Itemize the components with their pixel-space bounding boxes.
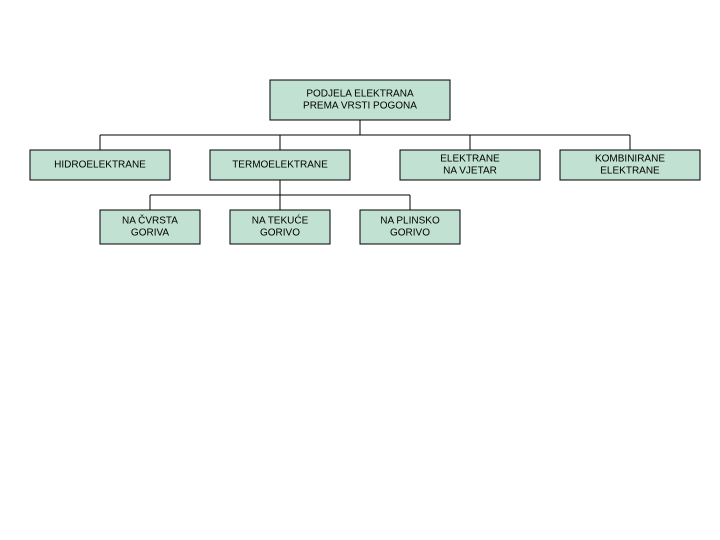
node-termo-label-line-0: TERMOELEKTRANE bbox=[232, 160, 328, 171]
node-tekuce-label-line-0: NA TEKUĆE bbox=[252, 214, 309, 227]
node-kombi-label-line-0: KOMBINIRANE bbox=[595, 154, 665, 165]
node-vjetar: ELEKTRANENA VJETAR bbox=[400, 150, 540, 180]
node-root: PODJELA ELEKTRANAPREMA VRSTI POGONA bbox=[270, 80, 450, 120]
node-tekuce: NA TEKUĆEGORIVO bbox=[230, 210, 330, 244]
node-root-label-line-0: PODJELA ELEKTRANA bbox=[306, 89, 414, 100]
org-chart: PODJELA ELEKTRANAPREMA VRSTI POGONA HIDRO… bbox=[0, 0, 720, 540]
node-cvrsta-label-line-0: NA ČVRSTA bbox=[122, 214, 178, 227]
node-cvrsta: NA ČVRSTAGORIVA bbox=[100, 210, 200, 244]
node-root-label-line-1: PREMA VRSTI POGONA bbox=[303, 101, 417, 112]
node-hidro-label-line-0: HIDROELEKTRANE bbox=[54, 160, 146, 171]
node-kombi: KOMBINIRANEELEKTRANE bbox=[560, 150, 700, 180]
node-plin-label-line-0: NA PLINSKO bbox=[380, 216, 440, 227]
node-plin: NA PLINSKOGORIVO bbox=[360, 210, 460, 244]
node-termo: TERMOELEKTRANE bbox=[210, 150, 350, 180]
node-plin-label-line-1: GORIVO bbox=[390, 228, 430, 239]
node-vjetar-label-line-1: NA VJETAR bbox=[443, 166, 497, 177]
node-cvrsta-label-line-1: GORIVA bbox=[131, 228, 169, 239]
node-kombi-label-line-1: ELEKTRANE bbox=[600, 166, 660, 177]
node-hidro: HIDROELEKTRANE bbox=[30, 150, 170, 180]
node-vjetar-label-line-0: ELEKTRANE bbox=[440, 154, 500, 165]
node-tekuce-label-line-1: GORIVO bbox=[260, 228, 300, 239]
